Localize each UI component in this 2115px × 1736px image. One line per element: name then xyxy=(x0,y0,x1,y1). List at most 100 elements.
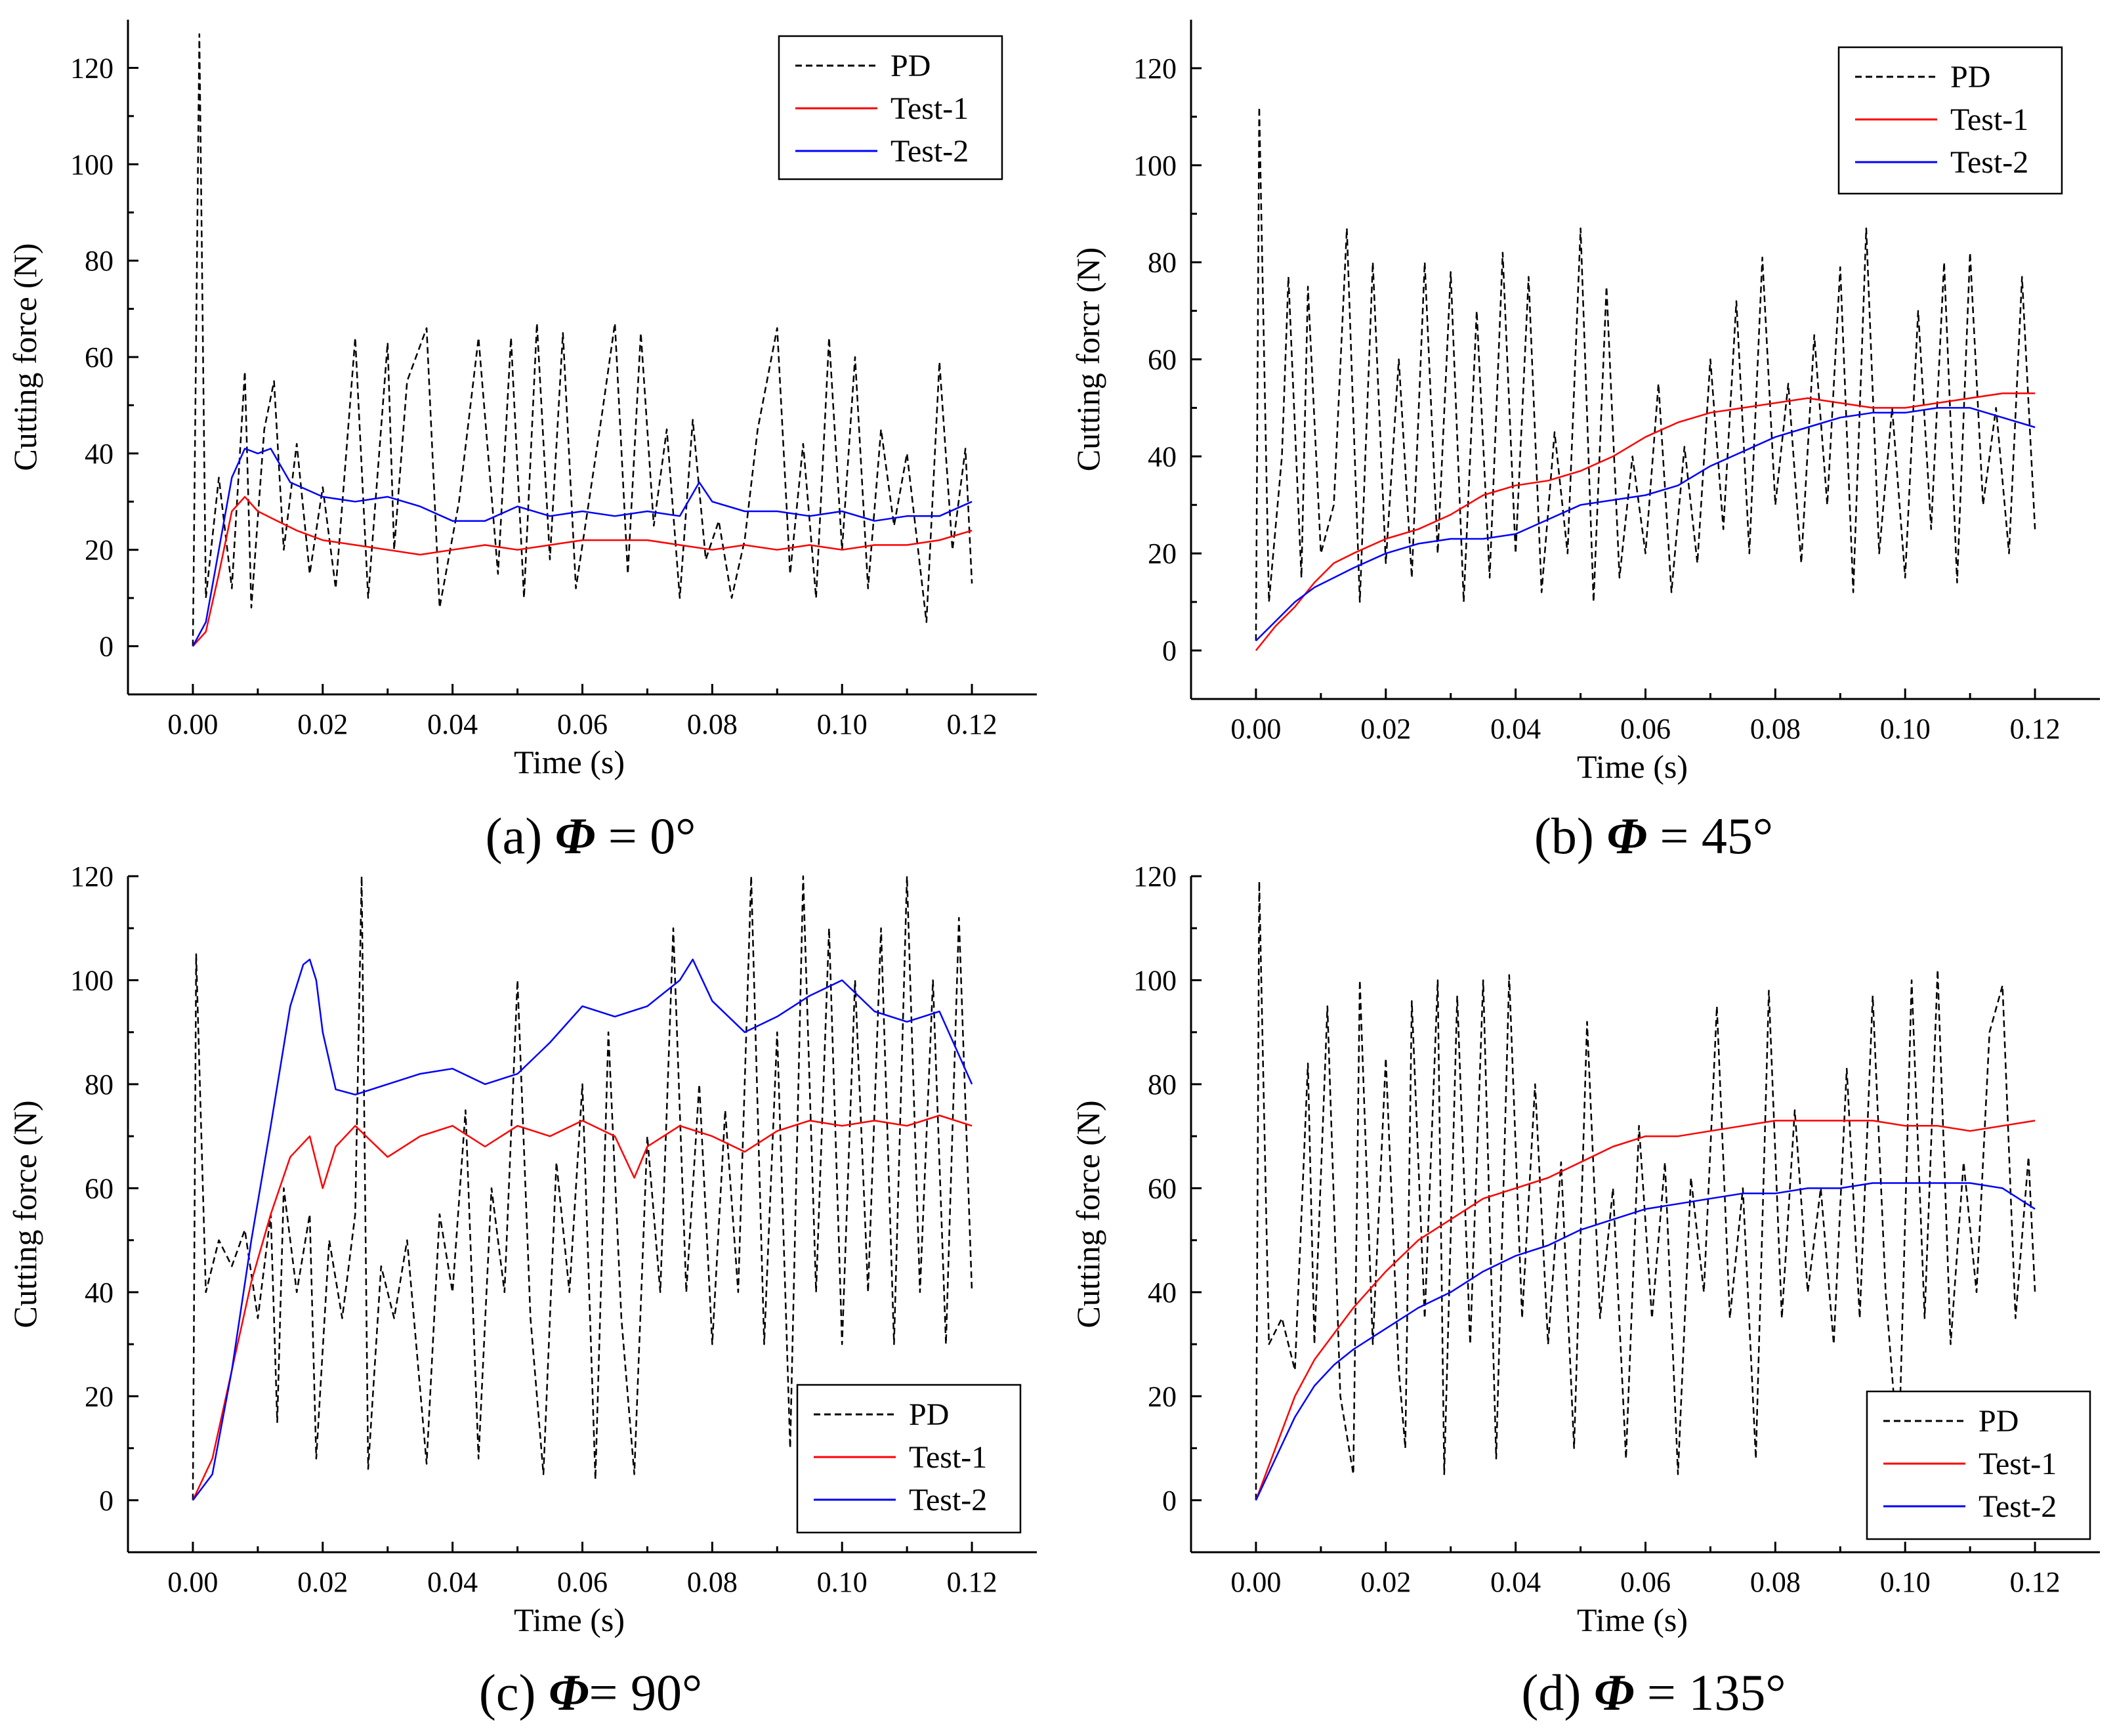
y-axis-label: Cutting force (N) xyxy=(1070,1100,1106,1328)
y-tick-label: 100 xyxy=(70,148,114,180)
y-tick-label: 60 xyxy=(1148,344,1177,376)
y-tick-label: 0 xyxy=(99,1485,114,1517)
legend-label-test-1: Test-1 xyxy=(1979,1447,2057,1481)
x-tick-label: 0.06 xyxy=(557,1566,608,1598)
series-line-test-2 xyxy=(1255,407,2036,642)
y-tick-label: 20 xyxy=(85,534,114,566)
x-tick-label: 0.02 xyxy=(1360,713,1411,745)
x-tick-label: 0.08 xyxy=(687,708,738,740)
y-tick-label: 80 xyxy=(1148,247,1177,279)
phi-symbol: Φ xyxy=(1594,1664,1635,1721)
x-tick-label: 0.12 xyxy=(947,708,997,740)
series-line-test-1 xyxy=(1255,392,2036,651)
y-tick-label: 120 xyxy=(70,52,114,84)
x-tick-label: 0.12 xyxy=(2010,713,2061,745)
y-tick-label: 20 xyxy=(1148,1380,1177,1412)
x-tick-label: 0.02 xyxy=(1360,1566,1411,1598)
x-tick-label: 0.04 xyxy=(427,708,478,740)
x-tick-label: 0.10 xyxy=(1880,1566,1931,1598)
x-tick-label: 0.08 xyxy=(1750,713,1801,745)
panel-a: 0.00 0.02 0.04 0.06 0.08 0.10 0.12 0 20 40 60 80 100… xyxy=(7,20,1037,780)
legend-label-test-2: Test-2 xyxy=(890,134,969,169)
series-line-test-1 xyxy=(192,496,973,647)
x-tick-label: 0.06 xyxy=(1620,713,1671,745)
y-tick-label: 40 xyxy=(1148,440,1177,473)
x-tick-label: 0.00 xyxy=(1230,1566,1281,1598)
legend-label-pd: PD xyxy=(890,49,931,83)
caption-a: (a) Φ = 0° xyxy=(486,807,696,864)
legend-label-pd: PD xyxy=(909,1397,949,1432)
legend-label-test-1: Test-1 xyxy=(1950,102,2028,137)
y-tick-label: 20 xyxy=(1148,538,1177,570)
y-tick-label: 0 xyxy=(99,631,114,663)
legend-label-pd: PD xyxy=(1979,1404,2019,1439)
x-tick-label: 0.04 xyxy=(1490,1566,1541,1598)
x-tick-label: 0.10 xyxy=(817,708,868,740)
x-tick-label: 0.04 xyxy=(427,1566,478,1598)
x-tick-label: 0.06 xyxy=(1620,1566,1671,1598)
x-axis-label: Time (s) xyxy=(1577,748,1688,785)
x-tick-label: 0.12 xyxy=(2010,1566,2061,1598)
y-tick-label: 80 xyxy=(85,1069,114,1101)
legend-label-test-1: Test-1 xyxy=(890,91,969,126)
legend-label-test-2: Test-2 xyxy=(1950,145,2028,180)
series-line-test-1 xyxy=(1255,1120,2036,1501)
y-axis-label: Cutting force (N) xyxy=(7,1100,43,1328)
y-tick-label: 120 xyxy=(1133,860,1177,893)
y-tick-label: 100 xyxy=(1133,150,1177,182)
x-tick-label: 0.00 xyxy=(1230,713,1281,745)
x-tick-label: 0.00 xyxy=(167,708,218,740)
x-tick-label: 0.00 xyxy=(167,1566,218,1598)
panel-c: 0.00 0.02 0.04 0.06 0.08 0.10 0.12 0 20 40 60 80 100… xyxy=(7,860,1037,1638)
phi-symbol: Φ xyxy=(555,807,596,864)
y-tick-label: 20 xyxy=(85,1380,114,1412)
y-tick-label: 60 xyxy=(1148,1172,1177,1204)
legend-box xyxy=(796,1384,1022,1534)
y-tick-label: 0 xyxy=(1162,635,1177,667)
y-axis-label: Cutting force (N) xyxy=(7,243,43,471)
phi-symbol: Φ xyxy=(1606,807,1647,864)
series-line-pd xyxy=(192,33,973,646)
y-tick-label: 40 xyxy=(85,1277,114,1309)
y-tick-label: 100 xyxy=(70,964,114,996)
x-tick-label: 0.02 xyxy=(297,1566,348,1598)
legend-box xyxy=(1866,1390,2091,1540)
panel-d: 0.00 0.02 0.04 0.06 0.08 0.10 0.12 0 20 40 60 80 100… xyxy=(1070,860,2100,1638)
phi-symbol: Φ xyxy=(549,1664,589,1721)
y-tick-label: 80 xyxy=(85,245,114,277)
legend-label-pd: PD xyxy=(1950,60,1990,95)
x-tick-label: 0.10 xyxy=(817,1566,868,1598)
series-line-pd xyxy=(192,875,973,1500)
legend-label-test-2: Test-2 xyxy=(1979,1489,2057,1524)
series-line-test-1 xyxy=(192,1114,973,1501)
y-axis-label: Cutting forcr (N) xyxy=(1070,247,1106,472)
x-tick-label: 0.12 xyxy=(947,1566,997,1598)
series-line-test-2 xyxy=(192,448,973,647)
series-line-pd xyxy=(1255,106,2036,641)
caption-b: (b) Φ = 45° xyxy=(1534,807,1773,864)
x-tick-label: 0.08 xyxy=(687,1566,738,1598)
x-tick-label: 0.08 xyxy=(1750,1566,1801,1598)
y-tick-label: 120 xyxy=(1133,53,1177,85)
series-line-test-2 xyxy=(192,958,973,1501)
caption-d: (d) Φ = 135° xyxy=(1521,1664,1786,1721)
legend-label-test-2: Test-2 xyxy=(909,1483,987,1517)
caption-c: (c) Φ= 90° xyxy=(479,1664,702,1721)
x-tick-label: 0.02 xyxy=(297,708,348,740)
y-tick-label: 0 xyxy=(1162,1485,1177,1517)
y-tick-label: 80 xyxy=(1148,1069,1177,1101)
y-tick-label: 60 xyxy=(85,341,114,373)
x-axis-label: Time (s) xyxy=(1577,1601,1688,1638)
x-axis-label: Time (s) xyxy=(514,744,625,780)
y-tick-label: 60 xyxy=(85,1172,114,1204)
series-line-test-2 xyxy=(1255,1182,2036,1501)
legend-label-test-1: Test-1 xyxy=(909,1440,987,1475)
x-tick-label: 0.06 xyxy=(557,708,608,740)
x-tick-label: 0.04 xyxy=(1490,713,1541,745)
panel-b: 0.00 0.02 0.04 0.06 0.08 0.10 0.12 0 20 40 60 80 100… xyxy=(1070,20,2100,785)
y-tick-label: 40 xyxy=(1148,1277,1177,1309)
y-tick-label: 100 xyxy=(1133,964,1177,996)
y-tick-label: 40 xyxy=(85,438,114,470)
y-tick-label: 120 xyxy=(70,860,114,893)
